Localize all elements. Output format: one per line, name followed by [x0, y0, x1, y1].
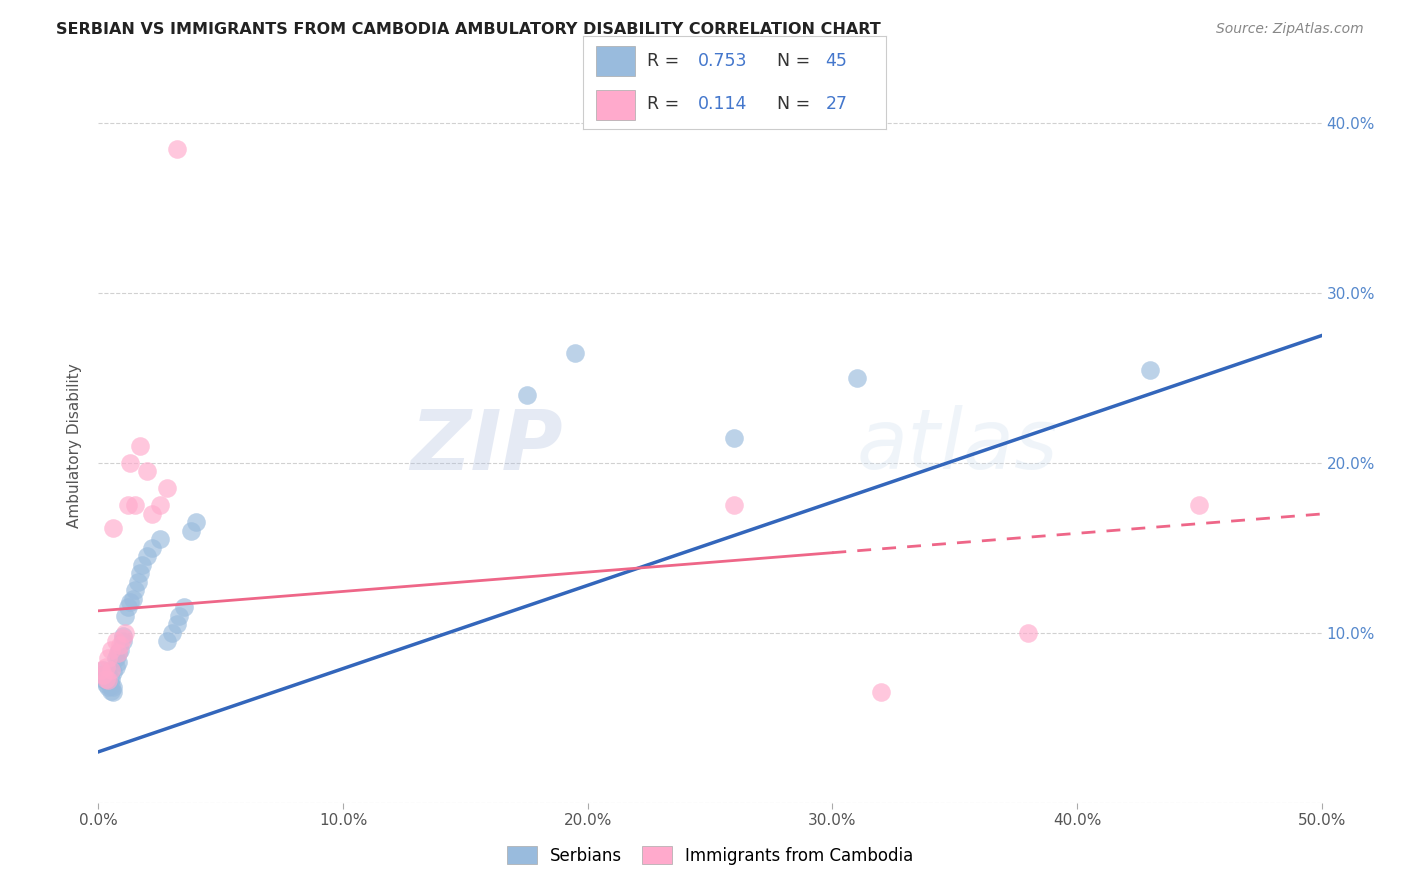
Point — [91, 668, 114, 682]
Point — [564, 345, 586, 359]
FancyBboxPatch shape — [596, 90, 636, 120]
Point — [1017, 626, 1039, 640]
Text: R =: R = — [647, 95, 685, 113]
Point — [124, 583, 146, 598]
Point — [156, 482, 179, 496]
Text: 45: 45 — [825, 52, 848, 70]
Point — [94, 660, 117, 674]
Text: 27: 27 — [825, 95, 848, 113]
Point — [94, 673, 117, 688]
Point — [156, 634, 179, 648]
Point — [114, 626, 136, 640]
Point — [160, 626, 183, 640]
Point — [101, 665, 124, 679]
Text: atlas: atlas — [856, 406, 1059, 486]
Point — [136, 549, 159, 564]
Point — [94, 670, 117, 684]
Y-axis label: Ambulatory Disability: Ambulatory Disability — [67, 364, 83, 528]
Point — [94, 677, 117, 691]
Text: ZIP: ZIP — [411, 406, 564, 486]
Point — [100, 672, 122, 686]
Point — [141, 507, 163, 521]
Point — [845, 371, 868, 385]
Point — [167, 608, 190, 623]
Point — [104, 660, 127, 674]
Point — [100, 643, 122, 657]
Point — [141, 541, 163, 555]
Text: R =: R = — [647, 52, 685, 70]
Point — [111, 629, 134, 643]
Point — [1188, 499, 1211, 513]
Point — [124, 499, 146, 513]
Point — [186, 516, 208, 530]
Point — [90, 663, 112, 677]
Point — [166, 142, 188, 156]
Point — [107, 646, 129, 660]
Text: Source: ZipAtlas.com: Source: ZipAtlas.com — [1216, 22, 1364, 37]
Text: N =: N = — [778, 95, 815, 113]
Point — [97, 666, 120, 681]
Point — [101, 685, 124, 699]
Point — [111, 631, 134, 645]
Point — [131, 558, 153, 572]
Text: 0.753: 0.753 — [699, 52, 748, 70]
Point — [723, 499, 745, 513]
Point — [117, 600, 139, 615]
Point — [104, 651, 127, 665]
Point — [136, 465, 159, 479]
Point — [1139, 362, 1161, 376]
Point — [101, 520, 124, 534]
Point — [149, 533, 172, 547]
Point — [723, 430, 745, 444]
Point — [120, 456, 142, 470]
Point — [173, 600, 195, 615]
Point — [120, 595, 142, 609]
Point — [97, 675, 120, 690]
Point — [97, 680, 120, 694]
Point — [100, 683, 122, 698]
Point — [97, 673, 120, 688]
Point — [91, 672, 114, 686]
FancyBboxPatch shape — [596, 46, 636, 76]
Text: SERBIAN VS IMMIGRANTS FROM CAMBODIA AMBULATORY DISABILITY CORRELATION CHART: SERBIAN VS IMMIGRANTS FROM CAMBODIA AMBU… — [56, 22, 882, 37]
Point — [100, 679, 122, 693]
Point — [90, 668, 112, 682]
Text: 0.114: 0.114 — [699, 95, 748, 113]
Point — [114, 608, 136, 623]
Point — [166, 617, 188, 632]
Point — [94, 672, 117, 686]
Point — [107, 646, 129, 660]
Point — [870, 685, 893, 699]
Point — [100, 663, 122, 677]
Point — [515, 388, 537, 402]
Legend: Serbians, Immigrants from Cambodia: Serbians, Immigrants from Cambodia — [498, 838, 922, 873]
Point — [110, 638, 132, 652]
Point — [101, 680, 124, 694]
Point — [129, 566, 152, 581]
Point — [104, 634, 127, 648]
Point — [110, 643, 132, 657]
Point — [91, 663, 114, 677]
Point — [180, 524, 202, 538]
Point — [129, 439, 152, 453]
Text: N =: N = — [778, 52, 815, 70]
Point — [149, 499, 172, 513]
Point — [127, 574, 149, 589]
Point — [121, 591, 143, 606]
Point — [107, 655, 129, 669]
Point — [117, 499, 139, 513]
Point — [97, 651, 120, 665]
Point — [111, 634, 134, 648]
